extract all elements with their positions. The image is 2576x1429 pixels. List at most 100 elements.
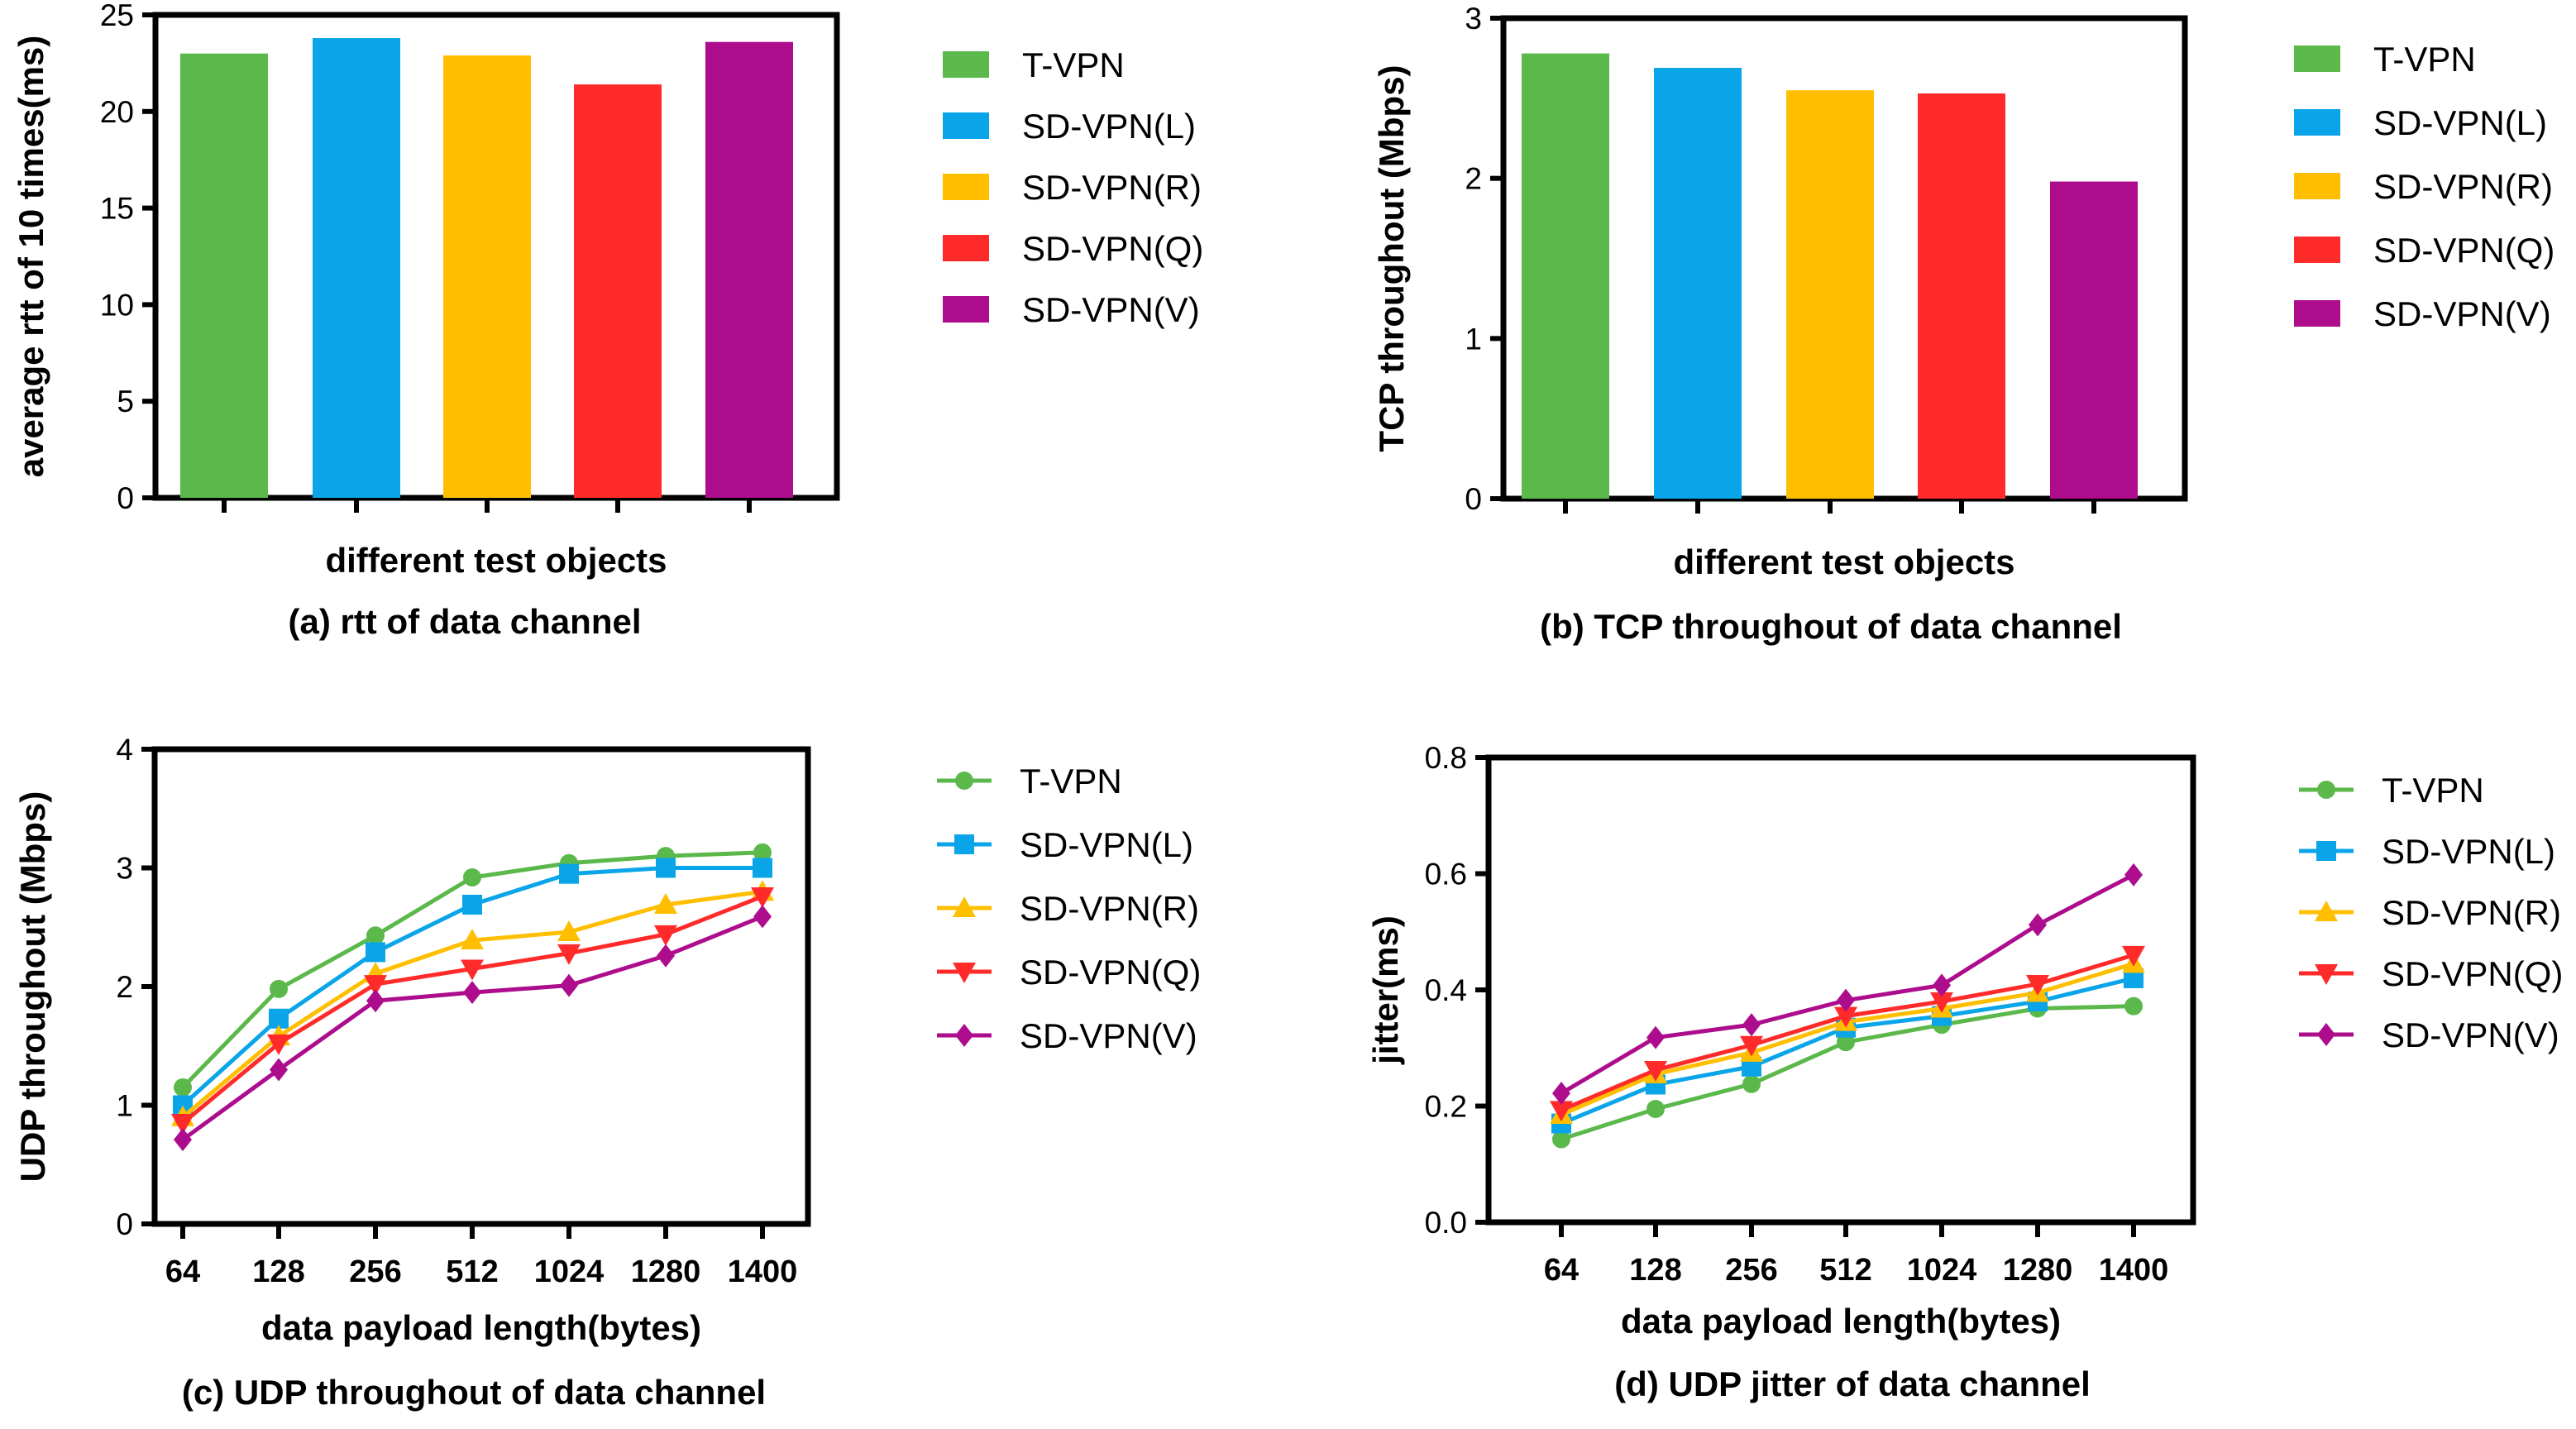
y-tick-label: 3 [116, 852, 133, 886]
data-point [270, 979, 288, 998]
y-axis-title: UDP throughout (Mbps) [13, 791, 52, 1183]
x-tick-label: 1400 [728, 1255, 798, 1289]
legend-swatch [2294, 45, 2340, 72]
legend-label: SD-VPN(Q) [1022, 229, 1203, 268]
data-point [366, 926, 385, 945]
y-tick-label: 0.4 [1425, 973, 1467, 1007]
data-point [1837, 1033, 1855, 1052]
data-point [557, 944, 581, 965]
legend-label: SD-VPN(Q) [1020, 953, 1201, 992]
data-point [366, 989, 385, 1013]
legend-swatch [943, 296, 989, 323]
chart-caption: (c) UDP throughout of data channel [182, 1373, 766, 1412]
data-point [462, 894, 482, 915]
data-point [657, 944, 675, 968]
legend-marker [953, 963, 976, 983]
y-tick-label: 4 [116, 733, 133, 767]
data-point [1552, 1130, 1570, 1149]
legend-label: SD-VPN(V) [1022, 290, 1200, 329]
bar-sd-vpn-v- [2050, 181, 2138, 499]
legend-label: SD-VPN(Q) [2373, 231, 2554, 270]
bar-t-vpn [1522, 53, 1609, 499]
data-point [461, 929, 484, 950]
chart-caption: (a) rtt of data channel [288, 602, 641, 641]
legend-label: SD-VPN(L) [1020, 825, 1193, 864]
legend-label: SD-VPN(L) [2373, 103, 2547, 142]
y-tick-label: 0 [1465, 482, 1482, 516]
x-axis-title: different test objects [1673, 542, 2014, 581]
x-tick-label: 64 [1544, 1253, 1579, 1288]
legend-swatch [2294, 300, 2340, 327]
y-axis-title: average rtt of 10 times(ms) [12, 36, 50, 478]
legend-label: T-VPN [2382, 771, 2484, 810]
bar-sd-vpn-r- [1786, 90, 1874, 499]
data-point [1933, 973, 1951, 997]
legend-marker [954, 834, 974, 854]
data-point [463, 981, 481, 1005]
chart-caption: (b) TCP throughout of data channel [1540, 607, 2122, 646]
x-tick-label: 512 [446, 1255, 498, 1289]
legend-swatch [943, 235, 989, 261]
data-point [753, 858, 772, 878]
data-point [270, 1058, 288, 1082]
x-tick-label: 512 [1819, 1253, 1871, 1288]
legend-label: T-VPN [2373, 40, 2476, 79]
legend-marker [955, 772, 973, 790]
legend-swatch [2294, 109, 2340, 136]
x-axis-title: data payload length(bytes) [261, 1308, 701, 1347]
x-tick-label: 256 [349, 1255, 401, 1289]
x-axis-title: data payload length(bytes) [1621, 1302, 2061, 1341]
data-point [1740, 1035, 1763, 1057]
data-point [2029, 913, 2047, 937]
y-tick-label: 25 [100, 0, 134, 32]
data-point [560, 973, 578, 997]
legend-label: T-VPN [1022, 45, 1125, 84]
bar-sd-vpn-v- [705, 41, 793, 499]
data-point [1742, 1074, 1761, 1093]
data-point [366, 942, 385, 963]
y-tick-label: 0.8 [1425, 741, 1467, 775]
y-axis-title: TCP throughout (Mbps) [1372, 65, 1411, 452]
legend-label: SD-VPN(R) [2382, 893, 2561, 932]
series-line-sd-vpn-v- [1560, 872, 2135, 1096]
y-tick-label: 2 [1465, 162, 1482, 196]
bar-sd-vpn-q- [1918, 93, 2005, 499]
legend-marker [955, 1024, 973, 1047]
data-point [2026, 974, 2049, 996]
x-tick-label: 1024 [534, 1255, 605, 1289]
data-point [751, 887, 774, 908]
data-point [2124, 996, 2143, 1016]
data-point [753, 905, 772, 929]
legend-label: SD-VPN(V) [2373, 294, 2551, 333]
x-tick-label: 128 [252, 1255, 304, 1289]
legend-swatch [2294, 173, 2340, 199]
x-tick-label: 1280 [631, 1255, 701, 1289]
legend-label: SD-VPN(Q) [2382, 954, 2563, 993]
x-axis-title: different test objects [325, 541, 667, 580]
legend-label: SD-VPN(R) [2373, 167, 2553, 206]
bar-sd-vpn-q- [574, 84, 662, 498]
chart-b-tcp-throughput: 0 1 2 3 TCP throughout (Mbps) different test … [1372, 2, 2554, 646]
y-tick-label: 0.2 [1425, 1090, 1467, 1124]
legend-swatch [943, 174, 989, 200]
bar-sd-vpn-l- [1654, 68, 1742, 499]
legend-swatch [943, 51, 989, 78]
bar-sd-vpn-r- [443, 55, 531, 498]
data-point [1550, 1101, 1573, 1122]
bar-t-vpn [180, 53, 268, 499]
data-point [1837, 988, 1855, 1012]
data-point [1552, 1082, 1570, 1106]
y-tick-label: 5 [117, 385, 134, 418]
plot-frame [151, 746, 811, 1227]
x-tick-label: 64 [165, 1255, 200, 1289]
data-point [1646, 1100, 1665, 1119]
legend-swatch [2294, 237, 2340, 263]
legend-label: SD-VPN(R) [1020, 889, 1199, 928]
x-tick-label: 1280 [2003, 1253, 2073, 1288]
chart-a-rtt: 0 5 10 15 20 25 average rtt of 10 times(ms) dif… [12, 0, 1203, 641]
y-tick-label: 0 [117, 481, 134, 515]
bar-sd-vpn-l- [313, 38, 400, 499]
y-tick-label: 2 [116, 970, 133, 1004]
data-point [654, 925, 677, 946]
